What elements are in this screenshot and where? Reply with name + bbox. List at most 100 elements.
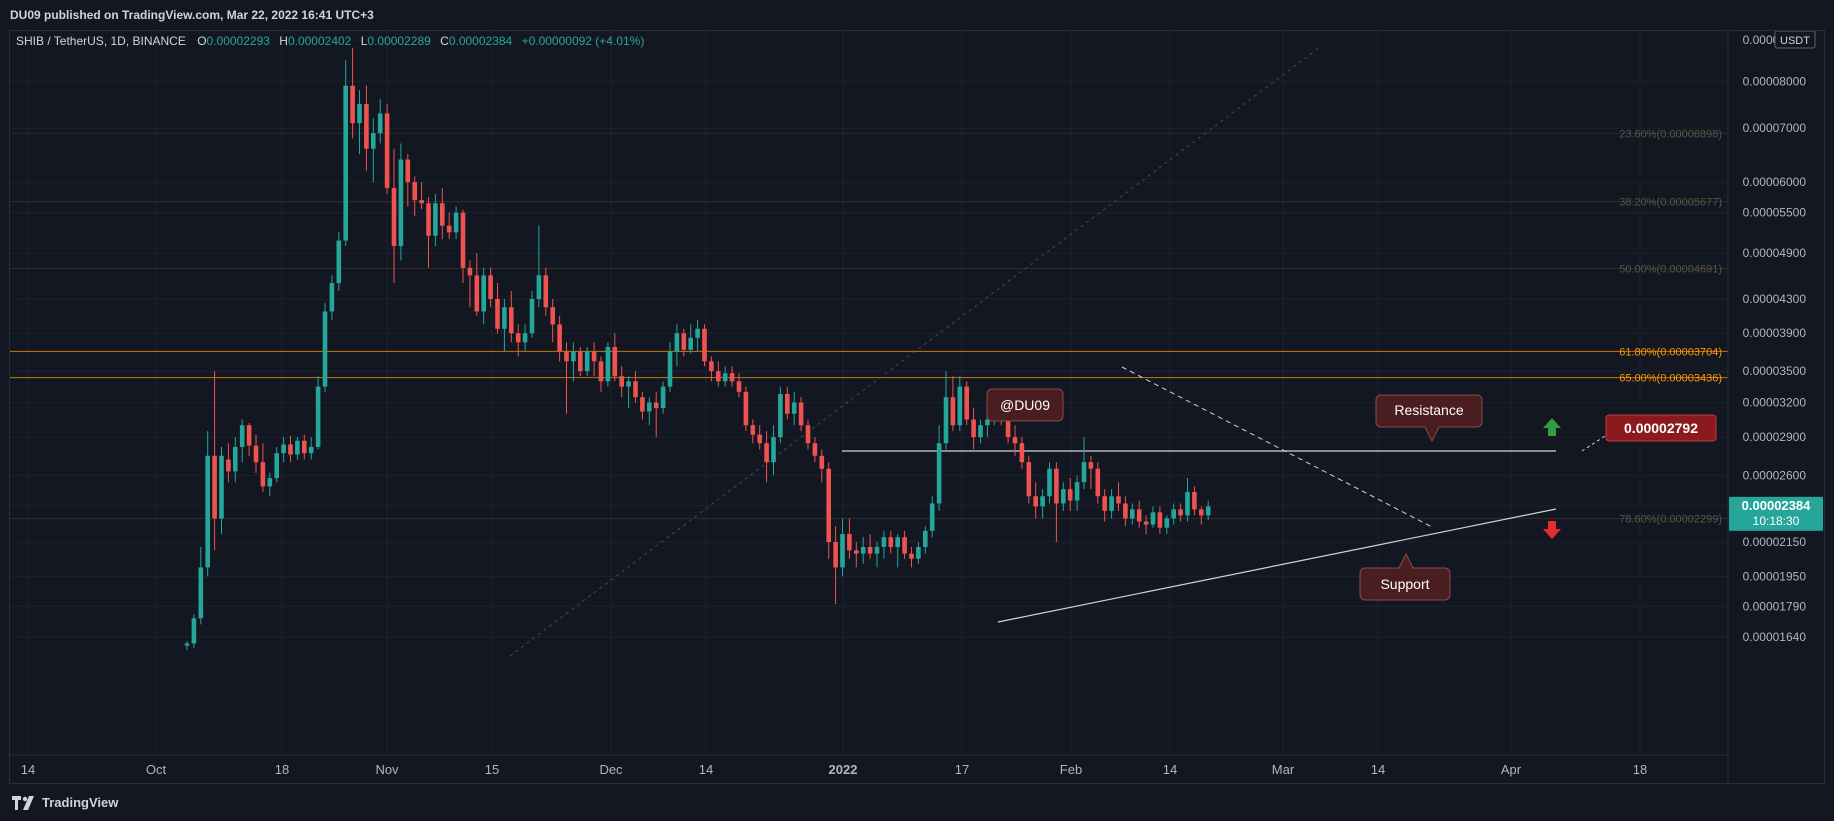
support-label: Support (1359, 552, 1451, 601)
fib-levels: 23.60%(0.00006898) 38.20%(0.00005677) 50.0… (10, 128, 1728, 526)
candle-body (929, 503, 935, 531)
candle-body (695, 328, 700, 338)
fib-label: 23.60%(0.00006898) (1619, 128, 1722, 140)
legend-close-label: C (440, 34, 449, 48)
candle-body (653, 402, 659, 409)
candle-body (591, 351, 597, 362)
time-tick: 18 (275, 762, 289, 777)
candle-body (812, 443, 818, 456)
footer-bar: TradingView (0, 784, 1834, 821)
candle-body (971, 419, 976, 438)
candle-body (598, 361, 604, 382)
candle-body (702, 328, 707, 362)
candle-body (798, 402, 804, 426)
candle-body (1012, 437, 1018, 444)
candle-body (481, 275, 486, 312)
candle-body (357, 103, 362, 124)
support-trendline (997, 508, 1557, 623)
publisher-text: DU09 published on TradingView.com, Mar 2… (10, 8, 374, 22)
candle-body (543, 275, 549, 308)
candle-body (1005, 419, 1011, 438)
time-tick: 15 (485, 762, 499, 777)
candle-body (936, 443, 942, 504)
price-tick: 0.00004900 (1743, 246, 1807, 260)
candle-body (274, 453, 279, 479)
target-price-text: 0.00002792 (1624, 420, 1698, 436)
candle-body (833, 542, 838, 568)
tradingview-logo-icon[interactable] (12, 795, 36, 810)
candle-body (709, 361, 714, 372)
candle-body (536, 275, 542, 299)
time-tick: Nov (375, 762, 399, 777)
price-tick: 0.00001640 (1743, 630, 1807, 644)
time-tick: 14 (1163, 762, 1177, 777)
time-tick: Mar (1272, 762, 1295, 777)
candle-body (1157, 512, 1163, 528)
candle-body (295, 440, 300, 455)
footer-brand[interactable]: TradingView (42, 795, 119, 810)
candle-body (260, 462, 266, 487)
time-tick: Oct (146, 762, 167, 777)
candle-body (1040, 496, 1045, 507)
candle-body (1199, 509, 1204, 516)
time-tick: Feb (1060, 762, 1082, 777)
candle-body (219, 455, 224, 519)
price-tick: 0.00003200 (1743, 396, 1807, 410)
candle-body (729, 373, 735, 382)
price-tick: 0.00008000 (1743, 74, 1807, 88)
fib-trend-line (509, 46, 1321, 657)
candle-body (426, 203, 431, 236)
candle-body (1026, 462, 1032, 497)
arrow-up-icon (1543, 418, 1561, 436)
time-tick: 14 (21, 762, 35, 777)
candle-body (667, 351, 673, 387)
fib-label: 65.00%(0.00003436) (1619, 373, 1722, 385)
target-price-label: 0.00002792 (1605, 414, 1717, 442)
candle-body (688, 337, 693, 350)
fib-label: 61.80%(0.00003704) (1619, 346, 1722, 358)
legend-high: 0.00002402 (288, 34, 352, 48)
legend-change: +0.00000092 (+4.01%) (522, 34, 645, 48)
price-axis[interactable]: 0.000090000.000080000.000070000.00006000… (1743, 33, 1807, 644)
candle-body (1130, 509, 1135, 519)
time-tick: 14 (1371, 762, 1385, 777)
legend-open-label: O (197, 34, 206, 48)
candle-body (750, 425, 756, 435)
candle-body (239, 425, 245, 447)
time-tick: 14 (699, 762, 713, 777)
chart-frame (9, 30, 1825, 784)
candle-body (764, 443, 769, 463)
candle-body (233, 446, 238, 472)
candle-body (716, 371, 721, 382)
candle-body (819, 455, 825, 469)
candle-body (205, 455, 210, 568)
time-tick: 2022 (829, 762, 858, 777)
candle-body (640, 397, 645, 412)
candle-body (288, 444, 293, 455)
candle-body (660, 386, 666, 409)
candle-body (943, 397, 949, 444)
candle-body (1054, 468, 1059, 504)
candle-body (267, 478, 273, 487)
candle-body (881, 537, 887, 547)
candle-body (785, 393, 790, 414)
candle-body (860, 546, 866, 554)
legend-symbol: SHIB / TetherUS, 1D, BINANCE (16, 34, 186, 48)
time-axis[interactable]: 14 Oct 18 Nov 15 Dec 14 2022 17 Feb 14 Mar 14 Apr 18 (21, 762, 1647, 777)
price-tick: 0.00003900 (1743, 326, 1807, 340)
candle-body (964, 386, 969, 420)
candle-body (1185, 491, 1190, 516)
candle-body (226, 459, 231, 472)
candle-body (578, 351, 583, 372)
candle-body (212, 455, 217, 519)
candle-body (681, 333, 687, 350)
candle-body (619, 376, 624, 387)
countdown-text: 10:18:30 (1753, 514, 1800, 528)
candle-body (916, 546, 921, 559)
candle-body (840, 533, 845, 568)
price-tick: 0.00002900 (1743, 430, 1807, 444)
candle-body (557, 324, 562, 352)
price-chart[interactable]: 23.60%(0.00006898) 38.20%(0.00005677) 50.0… (10, 31, 1824, 783)
candle-body (778, 393, 783, 438)
candle-body (302, 440, 307, 454)
